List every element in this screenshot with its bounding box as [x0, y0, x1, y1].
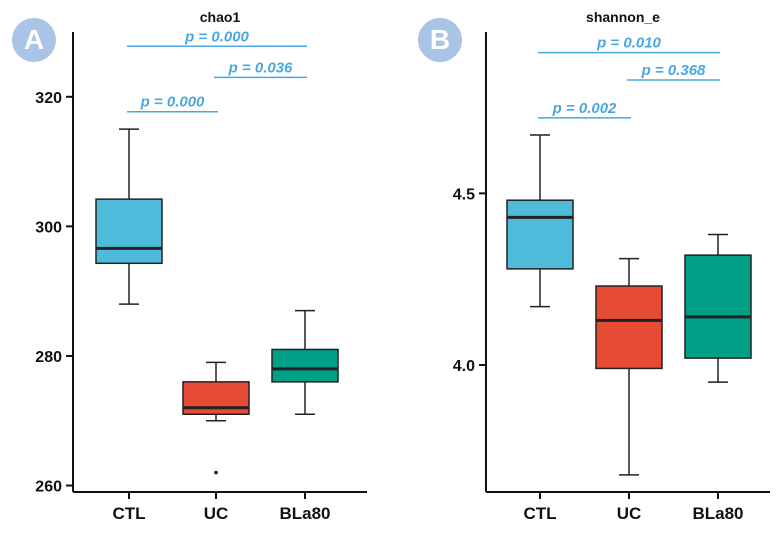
y-tick-label: 300	[35, 219, 62, 236]
x-tick-label: UC	[204, 504, 229, 523]
y-tick-label: 280	[35, 349, 62, 366]
chart-title: shannon_e	[586, 9, 660, 25]
y-tick-label: 4.0	[453, 358, 475, 375]
comparison-p-value: p = 0.036	[228, 59, 293, 76]
chart-title: chao1	[200, 9, 241, 25]
box-bla80	[271, 348, 339, 383]
panel-b-shannon-e: shannon_e 4.0 4.5 CTL UC BLa80 p = 0.010 p = 0.…	[453, 9, 770, 523]
box-bla80	[684, 254, 752, 359]
comparison-p-value: p = 0.000	[140, 94, 205, 111]
box-uc	[182, 381, 250, 416]
comparison-p-value: p = 0.002	[552, 100, 617, 117]
x-tick-label: CTL	[112, 504, 145, 523]
x-tick-label: UC	[617, 504, 642, 523]
panel-badge-b: B	[418, 18, 462, 62]
y-tick-label: 4.5	[453, 186, 475, 203]
y-tick-label: 260	[35, 479, 62, 496]
box-uc	[595, 285, 663, 370]
x-tick-label: BLa80	[279, 504, 330, 523]
x-tick-label: CTL	[523, 504, 556, 523]
comparison-p-value: p = 0.000	[184, 28, 249, 45]
box-ctl	[506, 199, 574, 270]
panel-badge-a: A	[12, 18, 56, 62]
y-tick-label: 320	[35, 90, 62, 107]
box-ctl	[95, 198, 163, 265]
panel-a-chao1: chao1 260 280 300 320 CTL UC BLa80 p = 0.000 p = …	[35, 9, 367, 523]
comparison-p-value: p = 0.010	[596, 35, 661, 52]
comparison-p-value: p = 0.368	[641, 62, 706, 79]
x-tick-label: BLa80	[692, 504, 743, 523]
box-outlier-point	[214, 470, 218, 475]
